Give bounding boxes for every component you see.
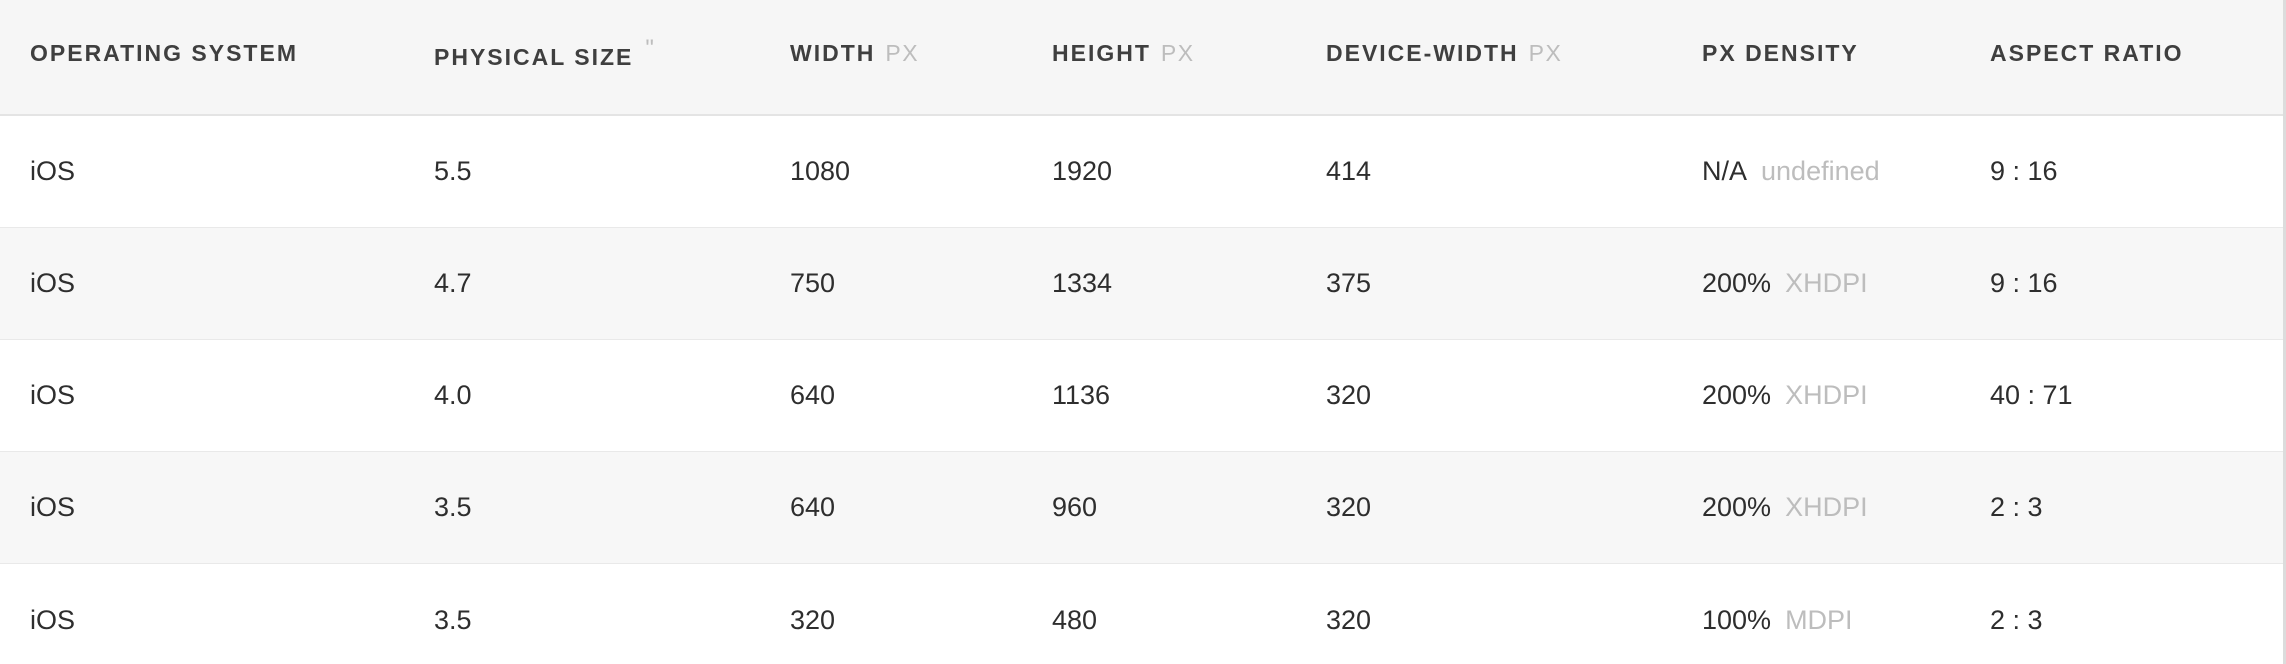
header-unit: ": [645, 35, 656, 62]
header-height[interactable]: HEIGHT PX: [1052, 0, 1195, 110]
cell-os: iOS: [30, 156, 76, 186]
header-label: WIDTH: [790, 39, 876, 66]
table-row: iOS 4.7 750 1334 375 200% XHDPI 9 : 16: [0, 228, 2286, 340]
header-label: HEIGHT: [1052, 39, 1151, 66]
cell-size: 4.7: [434, 268, 472, 298]
cell-height: 1920: [1052, 156, 1113, 186]
table-row: iOS 3.5 320 480 320 100% MDPI 2 : 3: [0, 564, 2286, 664]
cell-width: 640: [790, 380, 836, 410]
cell-device-width: 320: [1326, 492, 1372, 522]
header-label: PX DENSITY: [1702, 39, 1859, 66]
cell-device-width: 375: [1326, 268, 1372, 298]
density-class: MDPI: [1785, 604, 1853, 635]
cell-height: 960: [1052, 492, 1098, 522]
density-value: 200%: [1702, 492, 1772, 522]
density-class: undefined: [1761, 156, 1880, 186]
header-width[interactable]: WIDTH PX: [790, 0, 919, 110]
header-px-density[interactable]: PX DENSITY: [1702, 0, 1859, 110]
cell-aspect: 9 : 16: [1990, 268, 2058, 298]
density-class: XHDPI: [1785, 492, 1868, 522]
cell-density: 200% XHDPI: [1702, 340, 1868, 451]
density-class: XHDPI: [1785, 268, 1868, 298]
cell-aspect: 2 : 3: [1990, 492, 2043, 522]
header-unit: PX: [885, 39, 920, 66]
cell-device-width: 320: [1326, 380, 1372, 410]
cell-size: 3.5: [434, 492, 472, 522]
header-aspect-ratio[interactable]: ASPECT RATIO: [1990, 0, 2184, 110]
cell-height: 1136: [1052, 380, 1111, 410]
cell-density: 200% XHDPI: [1702, 228, 1868, 339]
table-row: iOS 3.5 640 960 320 200% XHDPI 2 : 3: [0, 452, 2286, 564]
cell-os: iOS: [30, 268, 76, 298]
header-unit: PX: [1160, 39, 1195, 66]
cell-aspect: 40 : 71: [1990, 380, 2073, 410]
cell-device-width: 414: [1326, 156, 1372, 186]
cell-width: 640: [790, 492, 836, 522]
header-physical-size[interactable]: PHYSICAL SIZE ": [434, 0, 656, 114]
cell-os: iOS: [30, 492, 76, 522]
cell-width: 320: [790, 604, 836, 635]
cell-density: 200% XHDPI: [1702, 452, 1868, 563]
cell-device-width: 320: [1326, 604, 1372, 635]
density-value: 200%: [1702, 380, 1772, 410]
header-unit: PX: [1528, 39, 1563, 66]
density-value: 100%: [1702, 604, 1772, 635]
cell-density: N/A undefined: [1702, 116, 1880, 227]
header-operating-system[interactable]: OPERATING SYSTEM: [30, 0, 298, 110]
density-value: 200%: [1702, 268, 1772, 298]
table-row: iOS 4.0 640 1136 320 200% XHDPI 40 : 71: [0, 340, 2286, 452]
header-device-width[interactable]: DEVICE-WIDTH PX: [1326, 0, 1562, 110]
header-label: ASPECT RATIO: [1990, 39, 2184, 66]
cell-size: 5.5: [434, 156, 472, 186]
cell-aspect: 2 : 3: [1990, 604, 2043, 635]
cell-size: 3.5: [434, 604, 472, 635]
header-label: OPERATING SYSTEM: [30, 39, 298, 66]
cell-width: 1080: [790, 156, 851, 186]
vertical-scrollbar[interactable]: [2283, 0, 2286, 664]
cell-size: 4.0: [434, 380, 472, 410]
cell-os: iOS: [30, 380, 76, 410]
cell-height: 480: [1052, 604, 1098, 635]
density-value: N/A: [1702, 156, 1748, 186]
header-label: PHYSICAL SIZE: [434, 43, 634, 70]
cell-os: iOS: [30, 604, 76, 635]
table-header: OPERATING SYSTEM PHYSICAL SIZE " WIDTH P…: [0, 0, 2286, 116]
cell-density: 100% MDPI: [1702, 564, 1853, 664]
cell-aspect: 9 : 16: [1990, 156, 2058, 186]
density-class: XHDPI: [1785, 380, 1868, 410]
cell-width: 750: [790, 268, 836, 298]
table-row: iOS 5.5 1080 1920 414 N/A undefined 9 : …: [0, 116, 2286, 228]
header-label: DEVICE-WIDTH: [1326, 39, 1519, 66]
cell-height: 1334: [1052, 268, 1113, 298]
